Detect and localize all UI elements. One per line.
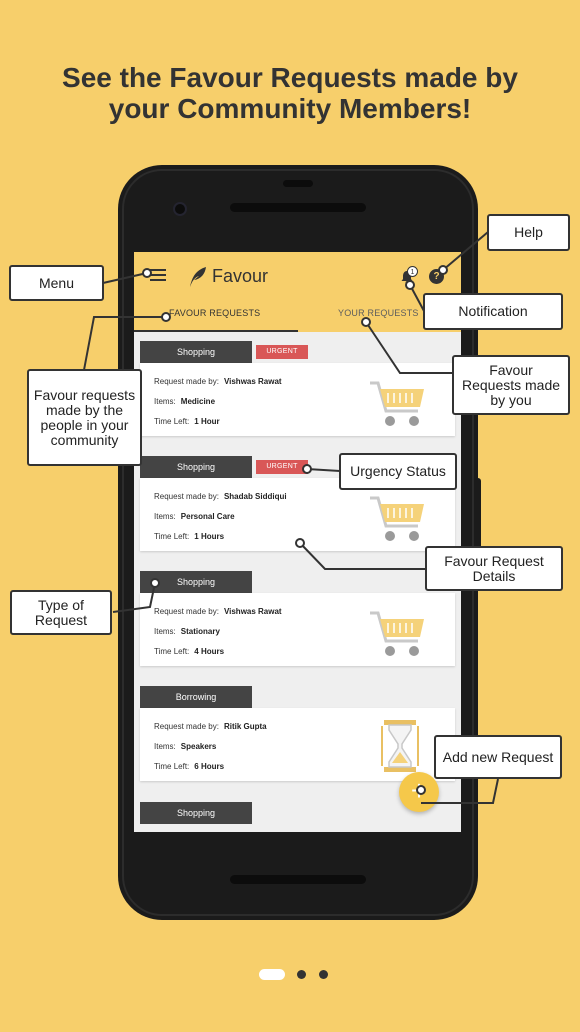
cart-icon [370,381,424,426]
request-type-tab: Shopping [140,802,252,824]
request-items: Personal Care [180,512,235,521]
request-items: Speakers [180,742,217,751]
time-left-value: 4 Hours [194,647,225,656]
request-type-tab: Borrowing [140,686,252,708]
made-by-row: Request made by: Vishwas Rawat [154,377,282,386]
app-title: Favour [212,266,269,286]
time-left-row: Time Left: 1 Hour [154,417,220,426]
phone-sensor [283,180,313,187]
tab-your-requests[interactable]: YOUR REQUESTS [338,308,419,318]
cart-icon [370,611,424,656]
callout-request-type: Type of Request [10,590,112,635]
page-dot-active[interactable] [259,969,285,980]
headline: See the Favour Requests made by your Com… [0,62,580,124]
callout-request-details: Favour Request Details [425,546,563,591]
active-tab-indicator [134,330,298,332]
help-icon[interactable]: ? [429,269,444,284]
leaf-logo-icon [190,267,206,287]
page-indicator [0,969,580,981]
request-items: Medicine [180,397,216,406]
urgent-badge: URGENT [256,345,308,359]
made-by-row: Request made by: Vishwas Rawat [154,607,282,616]
items-row: Items: Personal Care [154,512,235,521]
phone-camera [173,202,187,216]
callout-favour-requests: Favour requests made by the people in yo… [27,369,142,466]
requester-name: Vishwas Rawat [223,607,282,616]
app-bar: Favour 1 ? [134,252,461,302]
headline-line-1: See the Favour Requests made by [62,62,518,93]
request-type-tab: Shopping [140,571,252,593]
request-card[interactable]: Request made by: Vishwas Rawat Items: Medi… [140,363,455,436]
callout-help: Help [487,214,570,251]
notification-badge: 1 [407,266,418,277]
callout-menu: Menu [9,265,104,301]
phone-earpiece [230,203,366,212]
callout-your-requests: Favour Requests made by you [452,355,570,415]
requester-name: Vishwas Rawat [223,377,282,386]
time-left-value: 6 Hours [194,762,225,771]
request-items: Stationary [180,627,220,636]
headline-line-2: your Community Members! [108,93,472,124]
request-type-tab: Shopping [140,341,252,363]
hourglass-icon [381,720,419,772]
add-request-button[interactable]: + [399,772,439,812]
time-left-value: 1 Hours [194,532,225,541]
time-left-row: Time Left: 1 Hours [154,532,225,541]
items-row: Items: Medicine [154,397,216,406]
phone-speaker [230,875,366,884]
tab-bar: FAVOUR REQUESTS YOUR REQUESTS [134,302,461,332]
time-left-row: Time Left: 4 Hours [154,647,225,656]
request-type-tab: Shopping [140,456,252,478]
tab-favour-requests[interactable]: FAVOUR REQUESTS [169,308,261,318]
callout-notification: Notification [423,293,563,330]
callout-urgency-status: Urgency Status [339,453,457,490]
time-left-value: 1 Hour [194,417,220,426]
app-screen: Favour 1 ? FAVOUR REQUESTS YOUR REQUESTS… [134,252,461,832]
requester-name: Ritik Gupta [223,722,267,731]
page-dot[interactable] [319,970,328,979]
menu-icon[interactable] [150,269,166,281]
page-dot[interactable] [297,970,306,979]
requester-name: Shadab Siddiqui [223,492,287,501]
callout-add-request: Add new Request [434,735,562,779]
phone-side-button [475,478,481,560]
time-left-row: Time Left: 6 Hours [154,762,225,771]
items-row: Items: Stationary [154,627,220,636]
request-card[interactable]: Request made by: Ritik Gupta Items: Speake… [140,708,455,781]
made-by-row: Request made by: Ritik Gupta [154,722,267,731]
cart-icon [370,496,424,541]
items-row: Items: Speakers [154,742,217,751]
urgent-badge: URGENT [256,460,308,474]
made-by-row: Request made by: Shadab Siddiqui [154,492,287,501]
request-card[interactable]: Request made by: Vishwas Rawat Items: Stat… [140,593,455,666]
